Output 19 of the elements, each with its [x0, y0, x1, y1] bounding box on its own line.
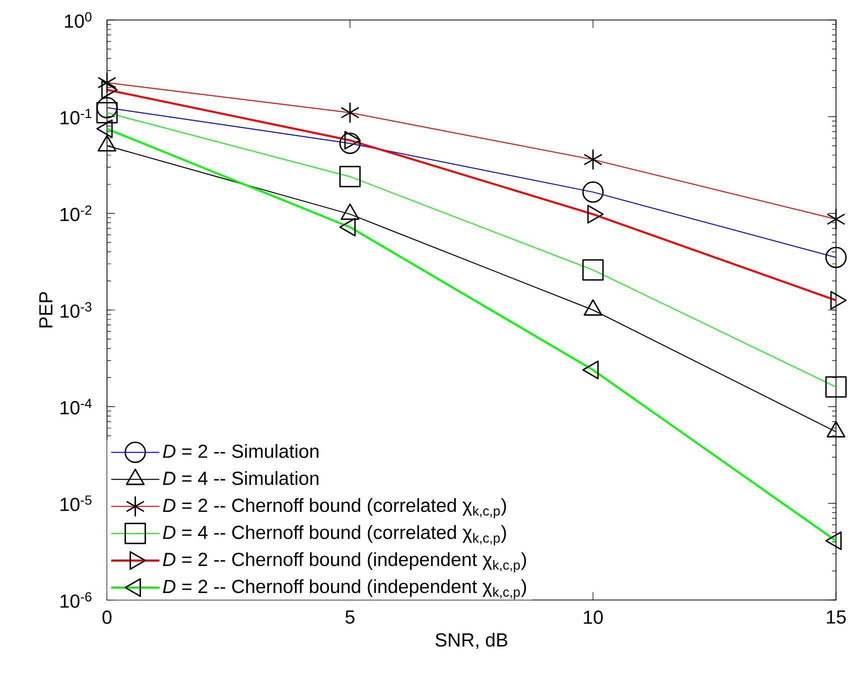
y-tick-label: 10$^{-5}$	[60, 496, 92, 512]
legend-label: D = 2 -- Chernoff bound (independent χ$_{k,c,p}$)	[162, 552, 526, 572]
legend-label: D = 2 -- Simulation	[162, 444, 318, 458]
x-tick-label: 15	[826, 610, 846, 624]
y-tick-label: 10$^{-1}$	[60, 108, 92, 124]
x-axis-title: SNR, dB	[436, 632, 508, 649]
y-tick-label: 10$^{0}$	[65, 12, 92, 28]
x-tick-label: 5	[345, 610, 354, 624]
y-axis-title: PEP	[39, 292, 52, 328]
legend-label: D = 4 -- Simulation	[162, 471, 318, 486]
legend-label: D = 2 -- Chernoff bound (correlated χ$_{k,c,p}$)	[162, 498, 506, 518]
y-tick-label: 10$^{-6}$	[60, 592, 92, 608]
y-tick-label: 10$^{-2}$	[60, 205, 92, 222]
legend-label: D = 2 -- Chernoff bound (independent χ$_{k,c,p}$)	[162, 579, 526, 600]
legend-label: D = 4 -- Chernoff bound (correlated χ$_{k,c,p}$)	[162, 525, 506, 546]
x-tick-label: 0	[102, 610, 112, 624]
y-tick-label: 10$^{-3}$	[60, 302, 92, 318]
y-tick-label: 10$^{-4}$	[60, 398, 92, 414]
x-tick-label: 10	[584, 610, 603, 624]
